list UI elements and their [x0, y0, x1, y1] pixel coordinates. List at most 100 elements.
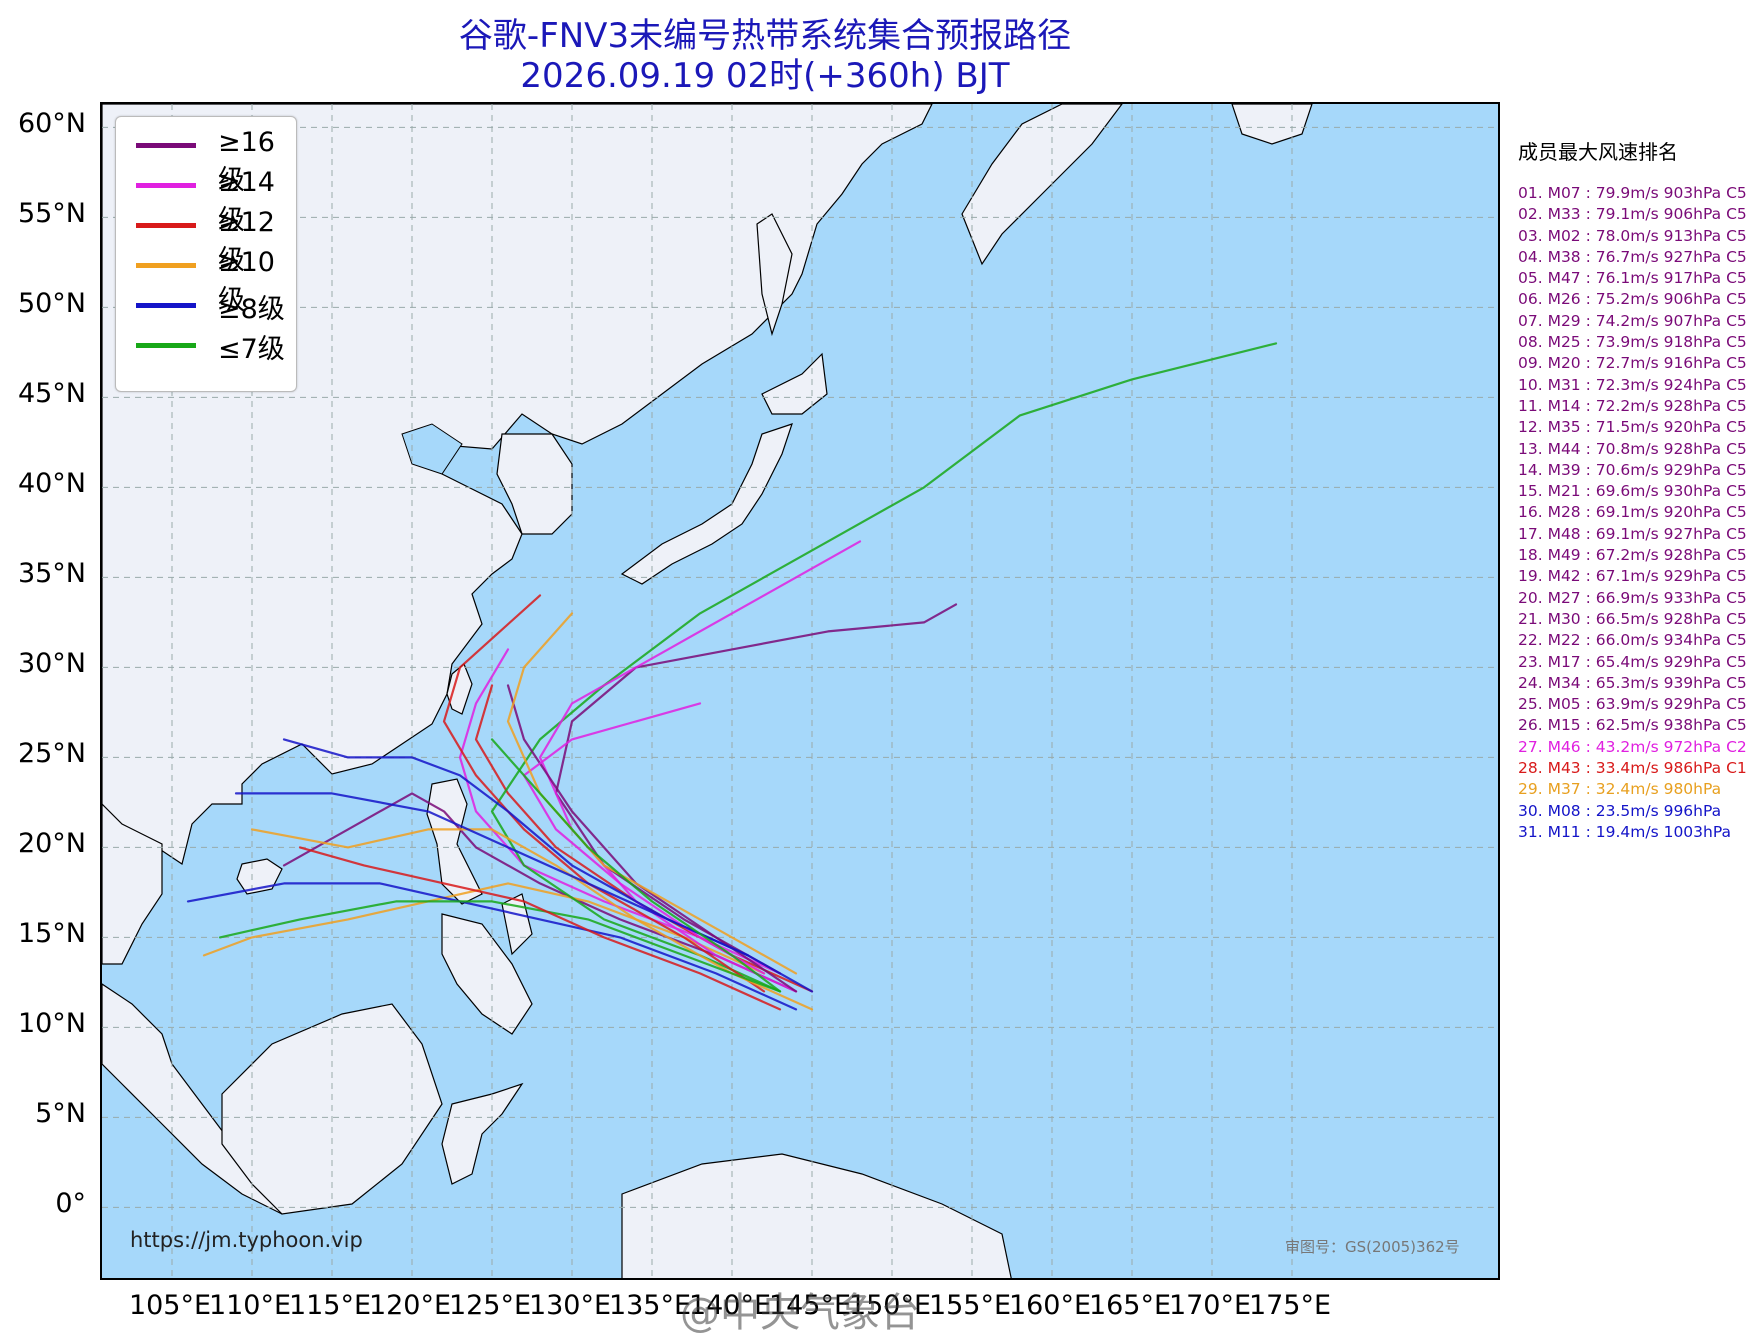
- legend-swatch: [136, 223, 196, 228]
- lat-label: 60°N: [17, 108, 86, 140]
- ensemble-track: [554, 603, 958, 975]
- ranking-row: 10. M31 : 72.3m/s 924hPa C5: [1518, 375, 1747, 394]
- lon-label: 165°E: [1088, 1290, 1172, 1321]
- lat-lon-grid: [102, 104, 1498, 1278]
- ranking-row: 14. M39 : 70.6m/s 929hPa C5: [1518, 460, 1747, 479]
- lon-label: 160°E: [1008, 1290, 1092, 1321]
- ranking-row: 11. M14 : 72.2m/s 928hPa C5: [1518, 396, 1747, 415]
- lat-label: 10°N: [17, 1008, 86, 1040]
- lat-label: 20°N: [17, 828, 86, 860]
- source-url: https://jm.typhoon.vip: [130, 1228, 363, 1252]
- lat-label: 55°N: [17, 198, 86, 230]
- lat-label: 0°: [55, 1188, 86, 1220]
- legend-swatch: [136, 183, 196, 188]
- legend-label: ≥14级: [218, 167, 275, 236]
- ensemble-track: [490, 738, 782, 993]
- ensemble-track: [282, 738, 750, 957]
- ranking-row: 23. M17 : 65.4m/s 929hPa C5: [1518, 652, 1747, 671]
- ranking-row: 21. M30 : 66.5m/s 928hPa C5: [1518, 609, 1747, 628]
- legend-swatch: [136, 303, 196, 308]
- ranking-row: 03. M02 : 78.0m/s 913hPa C5: [1518, 226, 1747, 245]
- lat-label: 40°N: [17, 468, 86, 500]
- lat-label: 50°N: [17, 288, 86, 320]
- legend-swatch: [136, 263, 196, 268]
- map-area[interactable]: [100, 102, 1500, 1280]
- ranking-title: 成员最大风速排名: [1518, 140, 1678, 164]
- ensemble-track: [538, 540, 862, 993]
- ensemble-track: [442, 594, 766, 993]
- legend-item: ≥8级: [128, 285, 298, 325]
- lon-label: 155°E: [928, 1290, 1012, 1321]
- ranking-row: 16. M28 : 69.1m/s 920hPa C5: [1518, 503, 1747, 522]
- ensemble-track: [298, 846, 782, 1011]
- lat-label: 35°N: [17, 558, 86, 590]
- ensemble-track: [250, 828, 814, 1011]
- map-title: 谷歌-FNV3未编号热带系统集合预报路径: [458, 16, 1072, 56]
- lon-label: 105°E: [128, 1290, 212, 1321]
- ranking-row: 07. M29 : 74.2m/s 907hPa C5: [1518, 311, 1747, 330]
- ensemble-track: [458, 648, 782, 975]
- lon-label: 125°E: [448, 1290, 532, 1321]
- legend-item: ≥14级: [128, 165, 298, 236]
- ranking-row: 27. M46 : 43.2m/s 972hPa C2: [1518, 737, 1747, 756]
- ensemble-track: [186, 882, 798, 1011]
- legend-swatch: [136, 143, 196, 148]
- member-wind-ranking: 成员最大风速排名 01. M07 : 79.9m/s 903hPa C5 02. …: [1518, 136, 1758, 843]
- lat-label: 15°N: [17, 918, 86, 950]
- lon-label: 110°E: [208, 1290, 292, 1321]
- ranking-row: 18. M49 : 67.2m/s 928hPa C5: [1518, 546, 1747, 565]
- ranking-row: 05. M47 : 76.1m/s 917hPa C5: [1518, 269, 1747, 288]
- legend-item: ≥12级: [128, 205, 298, 276]
- forecast-tracks: [186, 342, 1278, 1011]
- legend-label: ≥12级: [218, 207, 275, 276]
- legend-label: ≤7级: [218, 334, 285, 365]
- intensity-legend: ≥16级 ≥14级 ≥12级 ≥10级 ≥8级 ≤7级: [115, 116, 297, 392]
- ranking-row: 19. M42 : 67.1m/s 929hPa C5: [1518, 567, 1747, 586]
- ranking-row: 31. M11 : 19.4m/s 1003hPa: [1518, 822, 1732, 841]
- lon-label: 120°E: [368, 1290, 452, 1321]
- ranking-row: 29. M37 : 32.4m/s 980hPa: [1518, 780, 1722, 799]
- ranking-list: 01. M07 : 79.9m/s 903hPa C5 02. M33 : 79.…: [1518, 183, 1758, 843]
- legend-label: ≥8级: [218, 294, 285, 325]
- lon-label: 140°E: [688, 1290, 772, 1321]
- ranking-row: 06. M26 : 75.2m/s 906hPa C5: [1518, 290, 1747, 309]
- ensemble-track: [234, 792, 814, 993]
- ranking-row: 22. M22 : 66.0m/s 934hPa C5: [1518, 631, 1747, 650]
- lon-label: 150°E: [848, 1290, 932, 1321]
- ranking-row: 12. M35 : 71.5m/s 920hPa C5: [1518, 418, 1747, 437]
- map-canvas: [102, 104, 1498, 1278]
- lon-label: 145°E: [768, 1290, 852, 1321]
- ranking-row: 02. M33 : 79.1m/s 906hPa C5: [1518, 205, 1747, 224]
- ranking-row: 17. M48 : 69.1m/s 927hPa C5: [1518, 524, 1747, 543]
- ranking-row: 25. M05 : 63.9m/s 929hPa C5: [1518, 695, 1747, 714]
- ranking-row: 28. M43 : 33.4m/s 986hPa C1: [1518, 759, 1747, 778]
- ranking-row: 20. M27 : 66.9m/s 933hPa C5: [1518, 588, 1747, 607]
- lat-label: 30°N: [17, 648, 86, 680]
- lon-label: 135°E: [608, 1290, 692, 1321]
- map-subtitle-time: 2026.09.19 02时(+360h) BJT: [520, 56, 1010, 96]
- ensemble-track: [282, 792, 798, 993]
- lon-label: 115°E: [288, 1290, 372, 1321]
- lat-label: 25°N: [17, 738, 86, 770]
- ranking-row: 01. M07 : 79.9m/s 903hPa C5: [1518, 184, 1747, 202]
- legend-item: ≥16级: [128, 125, 298, 196]
- ensemble-track: [218, 900, 782, 993]
- legend-item: ≤7级: [128, 325, 298, 365]
- legend-label: ≥10级: [218, 247, 275, 316]
- lon-label: 175°E: [1248, 1290, 1332, 1321]
- ranking-row: 24. M34 : 65.3m/s 939hPa C5: [1518, 673, 1747, 692]
- map-approval-number: 审图号：GS(2005)362号: [1285, 1238, 1460, 1256]
- watermark: @中央气象台: [680, 1290, 920, 1336]
- ranking-row: 08. M25 : 73.9m/s 918hPa C5: [1518, 333, 1747, 352]
- inland-seas: [401, 423, 463, 475]
- ensemble-track: [202, 882, 766, 975]
- ranking-row: 15. M21 : 69.6m/s 930hPa C5: [1518, 482, 1747, 501]
- ensemble-track: [522, 702, 766, 975]
- legend-swatch: [136, 343, 196, 348]
- ranking-row: 09. M20 : 72.7m/s 916hPa C5: [1518, 354, 1747, 373]
- ranking-row: 13. M44 : 70.8m/s 928hPa C5: [1518, 439, 1747, 458]
- legend-item: ≥10级: [128, 245, 298, 316]
- legend-label: ≥16级: [218, 127, 275, 196]
- ranking-row: 04. M38 : 76.7m/s 927hPa C5: [1518, 247, 1747, 266]
- lat-label: 45°N: [17, 378, 86, 410]
